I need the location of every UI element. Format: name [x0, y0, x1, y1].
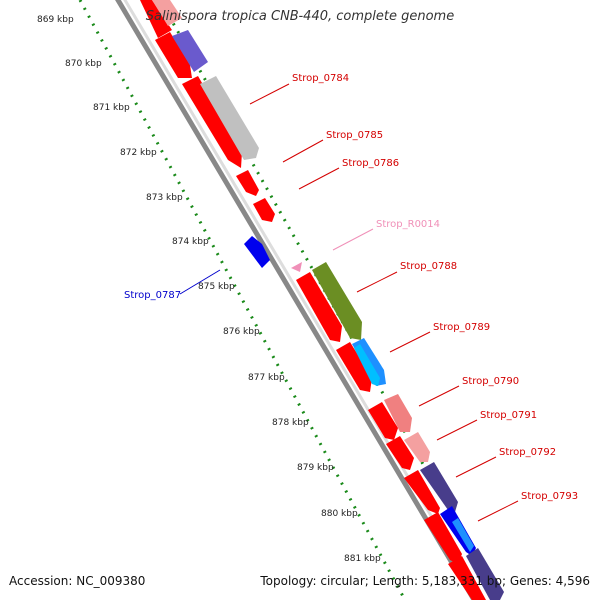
gene-leader-line: [389, 331, 431, 353]
kbp-label: 881 kbp: [344, 554, 381, 564]
gene-leader-line: [436, 419, 478, 441]
gene-block-878-red[interactable]: [368, 402, 398, 440]
gene-block-870-purple[interactable]: [172, 30, 208, 72]
gene-label[interactable]: Strop_0792: [499, 447, 556, 458]
gene-block-876-red[interactable]: [296, 272, 342, 342]
kbp-scale: 869 kbp 870 kbp 871 kbp 872 kbp 873 kbp 874 k…: [37, 15, 381, 564]
kbp-label: 869 kbp: [37, 15, 74, 25]
accession-label: Accession: NC_009380: [9, 574, 146, 588]
genome-title: Salinispora tropica CNB-440, complete ge…: [145, 9, 455, 24]
gene-label[interactable]: Strop_0784: [292, 73, 349, 84]
gene-label[interactable]: Strop_R0014: [376, 219, 440, 230]
gene-block-869-pink[interactable]: [152, 0, 182, 26]
gene-leader-line: [249, 83, 290, 105]
gene-block-877-cyan[interactable]: [354, 344, 380, 386]
gene-block-869-red[interactable]: [140, 0, 172, 38]
gene-leader-line: [298, 167, 340, 190]
gene-leader-line: [179, 269, 221, 295]
gene-block-877-red[interactable]: [336, 342, 372, 392]
gene-block-878-pink[interactable]: [384, 394, 412, 432]
kbp-label: 873 kbp: [146, 193, 183, 203]
kbp-label: 870 kbp: [65, 59, 102, 69]
gene-leader-line: [356, 271, 398, 293]
gene-label[interactable]: Strop_0790: [462, 376, 519, 387]
gene-label[interactable]: Strop_0788: [400, 261, 457, 272]
gene-leader-line: [332, 228, 374, 251]
gene-block-873-red-b[interactable]: [253, 198, 275, 222]
topology-label: Topology: circular; Length: 5,183,331 bp…: [260, 574, 590, 588]
kbp-label: 876 kbp: [223, 327, 260, 337]
gene-block-879-pink[interactable]: [404, 432, 430, 462]
kbp-label: 879 kbp: [297, 463, 334, 473]
gene-block-882-red[interactable]: [448, 556, 486, 600]
gene-block-880-red[interactable]: [404, 470, 440, 514]
gene-block-880-navy[interactable]: [420, 462, 458, 512]
gene-block-rrna[interactable]: [291, 262, 302, 272]
gene-leader-line: [477, 500, 519, 522]
gene-block-881-cyan[interactable]: [452, 518, 474, 552]
gene-block-873-red-a[interactable]: [236, 170, 259, 196]
gene-label[interactable]: Strop_0793: [521, 491, 578, 502]
kbp-label: 878 kbp: [272, 418, 309, 428]
gene-label[interactable]: Strop_0789: [433, 322, 490, 333]
gene-block-876-olive[interactable]: [312, 262, 362, 340]
gene-labels: Strop_0784 Strop_0785 Strop_0786 Strop_R001…: [124, 73, 578, 522]
kbp-label: 874 kbp: [172, 237, 209, 247]
gene-label[interactable]: Strop_0785: [326, 130, 383, 141]
gene-leader-line: [418, 385, 460, 407]
kbp-label: 871 kbp: [93, 103, 130, 113]
gene-block-871-grey[interactable]: [200, 76, 259, 160]
gene-leader-line: [455, 456, 497, 478]
gene-block-879-red[interactable]: [386, 436, 414, 470]
gene-block-881-red[interactable]: [424, 512, 462, 564]
gene-block-870-red[interactable]: [155, 32, 192, 78]
gene-block-871-red[interactable]: [182, 76, 242, 168]
kbp-label: 875 kbp: [198, 282, 235, 292]
kbp-label: 872 kbp: [120, 148, 157, 158]
gc-track-left: [78, 0, 407, 600]
kbp-label: 880 kbp: [321, 509, 358, 519]
gene-block-882-navy[interactable]: [466, 548, 504, 600]
backbone-outer: [115, 0, 477, 600]
gene-label[interactable]: Strop_0791: [480, 410, 537, 421]
gene-label[interactable]: Strop_0786: [342, 158, 399, 169]
kbp-label: 877 kbp: [248, 373, 285, 383]
gene-label[interactable]: Strop_0787: [124, 290, 181, 301]
gene-leader-line: [282, 139, 324, 163]
gene-block-strop-0787[interactable]: [244, 236, 270, 268]
